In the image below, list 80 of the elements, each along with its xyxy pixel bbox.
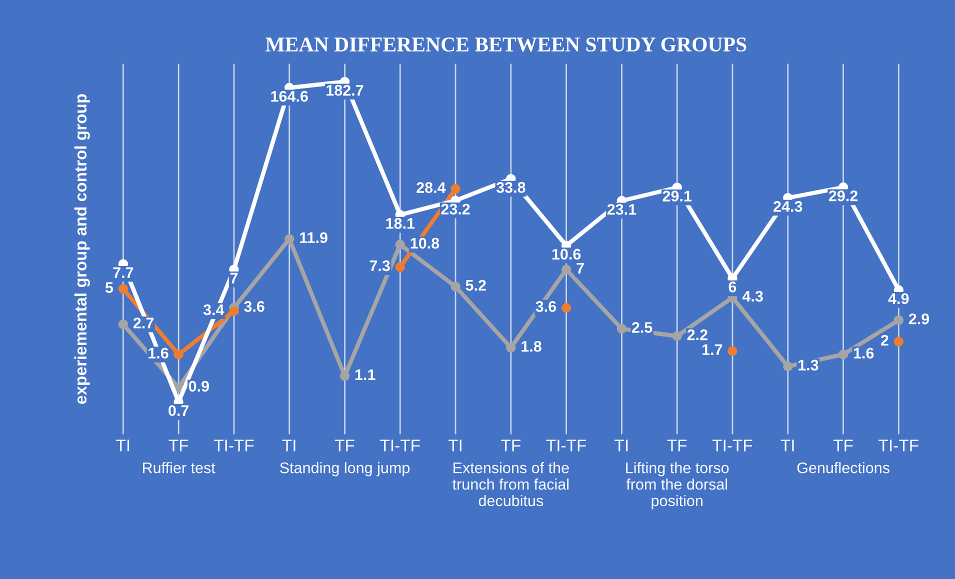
- x-tick-label: TI: [116, 440, 130, 452]
- x-tick-label: TI-TF: [214, 440, 254, 452]
- data-label: 1.8: [522, 340, 542, 352]
- chart-title: MEAN DIFFERENCE BETWEEN STUDY GROUPS: [266, 38, 746, 52]
- data-label: 182.7: [326, 84, 364, 96]
- data-label: 24.3: [774, 201, 802, 212]
- data-label: 0.7: [168, 405, 189, 416]
- data-label: 6: [728, 282, 736, 292]
- data-label: 10.8: [410, 238, 440, 249]
- data-label: 5.2: [466, 280, 486, 291]
- point: [340, 371, 350, 381]
- data-label: 7.3: [370, 260, 390, 272]
- data-label: 1.7: [702, 344, 722, 355]
- point: [229, 306, 239, 316]
- text: Extensions of the trunch from facial decubitus: [452, 462, 569, 506]
- x-tick-label: TI: [614, 440, 628, 452]
- data-label: 33.8: [496, 182, 526, 193]
- point: [838, 350, 848, 360]
- data-label: 7: [576, 262, 584, 274]
- point: [672, 331, 682, 341]
- data-label: 18.1: [386, 218, 415, 229]
- data-label: 11.9: [300, 232, 328, 244]
- data-label: 29.2: [828, 190, 858, 202]
- point: [561, 264, 572, 274]
- x-tick-label: TF: [667, 440, 687, 452]
- point: [894, 315, 904, 326]
- data-label: 23.2: [441, 204, 470, 215]
- x-tick-label: TI-TF: [712, 440, 752, 452]
- data-label: 2.9: [908, 314, 930, 324]
- point: [118, 284, 128, 294]
- data-label: 2: [880, 334, 888, 346]
- data-label: 5: [105, 282, 114, 293]
- data-label: 0.9: [188, 380, 209, 392]
- x-tick-label: TF: [833, 440, 853, 452]
- data-label: 2.7: [133, 318, 154, 328]
- data-label: 1.3: [798, 360, 818, 371]
- point: [395, 262, 406, 272]
- data-label: 29.1: [662, 190, 692, 202]
- point: [506, 342, 516, 353]
- x-tick-label: TF: [501, 440, 520, 452]
- x-tick-label: TI: [780, 440, 794, 452]
- point: [561, 302, 572, 313]
- point: [450, 184, 460, 194]
- data-label: 3.6: [244, 301, 264, 312]
- data-label: 164.6: [271, 90, 308, 102]
- data-label: 28.4: [416, 182, 446, 193]
- point: [783, 362, 793, 372]
- point: [450, 282, 460, 292]
- text: Genuflections: [797, 462, 890, 474]
- x-tick-label: TF: [168, 440, 188, 452]
- point: [728, 346, 738, 356]
- data-label: 4.3: [742, 290, 763, 302]
- x-tick-label: TI-TF: [878, 440, 918, 452]
- point: [894, 336, 904, 346]
- data-label: 2.2: [687, 329, 708, 340]
- data-label: 10.6: [552, 248, 581, 260]
- data-label: 4.9: [888, 293, 909, 304]
- data-label: 1.6: [148, 348, 168, 359]
- point: [395, 240, 406, 250]
- text: Ruffier test: [143, 462, 216, 474]
- x-tick-label: TI: [282, 440, 296, 452]
- data-label: 7: [230, 272, 238, 284]
- x-tick-label: TI-TF: [546, 440, 586, 452]
- x-tick-label: TI: [448, 440, 462, 452]
- data-label: 1.6: [854, 348, 874, 359]
- point: [616, 324, 627, 334]
- point: [118, 319, 128, 330]
- data-label: 2.5: [632, 322, 652, 333]
- data-label: 3.6: [536, 301, 556, 312]
- point: [174, 350, 184, 360]
- point: [284, 234, 294, 244]
- x-tick-label: TF: [334, 440, 354, 452]
- text: Standing long jump: [280, 462, 410, 476]
- text: Lifting the torso from the dorsal position: [626, 462, 729, 510]
- data-label: 3.4: [203, 304, 224, 316]
- data-label: 7.7: [113, 267, 134, 278]
- data-label: 1.1: [355, 369, 376, 380]
- y-axis-title: experiemental group and control group: [74, 94, 90, 404]
- data-label: 23.1: [607, 204, 636, 215]
- x-tick-label: TI-TF: [380, 440, 420, 452]
